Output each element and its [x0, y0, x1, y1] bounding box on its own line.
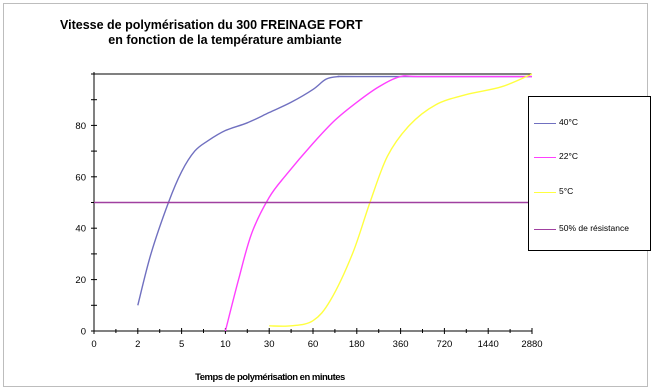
x-tick-label: 360 — [393, 339, 409, 350]
x-tick-label: 30 — [264, 339, 275, 350]
y-tick-label: 0 — [81, 327, 86, 338]
x-tick-label: 10 — [220, 339, 231, 350]
y-tick-label: 80 — [75, 121, 86, 132]
legend-label-50pct: 50% de résistance — [559, 223, 629, 233]
legend-item-40c: 40°C — [529, 114, 650, 134]
legend-label-22c: 22°C — [559, 151, 578, 161]
legend: 40°C 22°C 5°C 50% de résistance — [528, 96, 651, 251]
x-tick-label: 0 — [91, 339, 96, 350]
legend-label-40c: 40°C — [559, 117, 578, 127]
legend-swatch-40c — [534, 123, 556, 124]
chart-title-line-2: en fonction de la température ambiante — [108, 33, 342, 47]
y-tick-label: 60 — [75, 172, 86, 183]
x-tick-label: 2 — [135, 339, 140, 350]
legend-swatch-22c — [534, 157, 556, 158]
x-tick-label: 5 — [179, 339, 184, 350]
legend-swatch-5c — [534, 192, 556, 193]
x-tick-label: 720 — [436, 339, 452, 350]
x-tick-label: 1440 — [478, 339, 499, 350]
x-tick-label: 2880 — [521, 339, 542, 350]
legend-label-5c: 5°C — [559, 186, 574, 196]
x-axis-label: Temps de polymérisation en minutes — [195, 372, 345, 383]
legend-swatch-50pct — [534, 229, 556, 230]
legend-item-5c: 5°C — [529, 183, 650, 203]
y-tick-label: 20 — [75, 275, 86, 286]
x-tick-label: 60 — [308, 339, 319, 350]
series-line-5c — [269, 73, 533, 327]
series-line-22c — [224, 75, 532, 332]
series-line-40c — [137, 75, 532, 306]
y-tick-label: 40 — [75, 224, 86, 235]
x-tick-label: 180 — [349, 339, 365, 350]
legend-item-50pct: 50% de résistance — [529, 220, 650, 240]
chart-title-line-1: Vitesse de polymérisation du 300 FREINAG… — [60, 18, 363, 32]
legend-item-22c: 22°C — [529, 148, 650, 168]
